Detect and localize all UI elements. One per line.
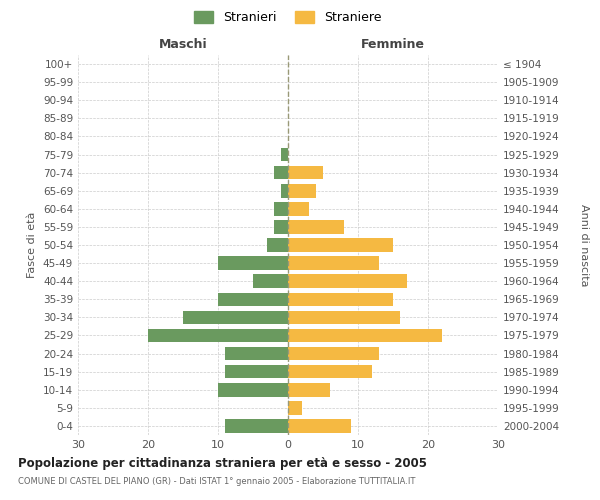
Bar bbox=[288, 401, 302, 414]
Bar bbox=[288, 274, 407, 288]
Bar bbox=[288, 292, 393, 306]
Text: COMUNE DI CASTEL DEL PIANO (GR) - Dati ISTAT 1° gennaio 2005 - Elaborazione TUTT: COMUNE DI CASTEL DEL PIANO (GR) - Dati I… bbox=[18, 478, 415, 486]
Bar bbox=[253, 274, 288, 288]
Bar bbox=[288, 220, 344, 234]
Bar bbox=[225, 419, 288, 432]
Bar bbox=[218, 383, 288, 396]
Text: Femmine: Femmine bbox=[361, 38, 425, 52]
Bar bbox=[218, 256, 288, 270]
Y-axis label: Anni di nascita: Anni di nascita bbox=[579, 204, 589, 286]
Bar bbox=[288, 347, 379, 360]
Bar bbox=[288, 383, 330, 396]
Bar bbox=[288, 184, 316, 198]
Bar bbox=[288, 238, 393, 252]
Legend: Stranieri, Straniere: Stranieri, Straniere bbox=[190, 6, 386, 29]
Bar bbox=[288, 202, 309, 215]
Bar bbox=[274, 166, 288, 179]
Bar bbox=[218, 292, 288, 306]
Bar bbox=[148, 328, 288, 342]
Bar bbox=[288, 328, 442, 342]
Bar bbox=[288, 256, 379, 270]
Y-axis label: Fasce di età: Fasce di età bbox=[28, 212, 37, 278]
Bar bbox=[274, 202, 288, 215]
Text: Popolazione per cittadinanza straniera per età e sesso - 2005: Popolazione per cittadinanza straniera p… bbox=[18, 458, 427, 470]
Bar bbox=[288, 419, 351, 432]
Bar bbox=[281, 148, 288, 162]
Bar bbox=[225, 347, 288, 360]
Bar bbox=[183, 310, 288, 324]
Bar bbox=[274, 220, 288, 234]
Bar bbox=[225, 365, 288, 378]
Bar bbox=[288, 166, 323, 179]
Bar bbox=[281, 184, 288, 198]
Text: Maschi: Maschi bbox=[158, 38, 208, 52]
Bar bbox=[288, 310, 400, 324]
Bar bbox=[288, 365, 372, 378]
Bar bbox=[267, 238, 288, 252]
